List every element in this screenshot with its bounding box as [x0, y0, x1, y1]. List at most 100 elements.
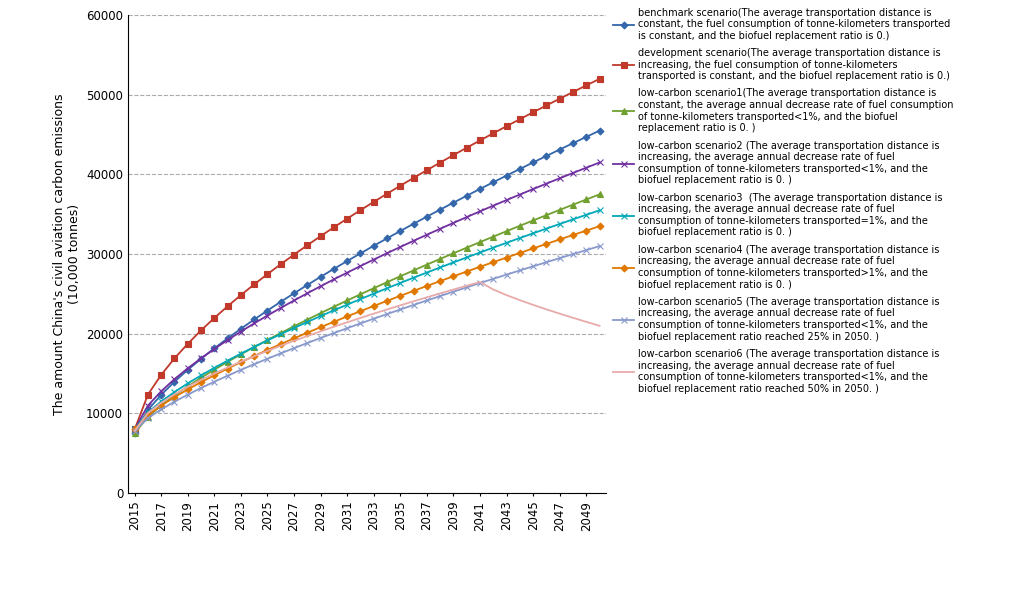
low-carbon scenario5 (The average transportation distance is
increasing, the average annual decrease rate of fuel
consumption of tonne-kilometers transported<1%, and the
biofuel replacement ratio reached 25% in 2050. ) [168, 398, 180, 405]
low-carbon scenario1(The average transportation distance is
constant, the average annual decrease rate of fuel consumption
of tonne-kilometers transported<1%, and the biofuel
replacement ratio is 0. ) [328, 303, 340, 310]
development scenario(The average transportation distance is
increasing, the fuel consumption of tonne-kilometers
transported is constant, and the biofuel replacement ratio is 0.) [434, 159, 446, 166]
low-carbon scenario1(The average transportation distance is
constant, the average annual decrease rate of fuel consumption
of tonne-kilometers transported<1%, and the biofuel
replacement ratio is 0. ) [234, 351, 247, 358]
low-carbon scenario6 (The average transportation distance is
increasing, the average annual decrease rate of fuel
consumption of tonne-kilometers transported<1%, and the
biofuel replacement ratio reached 50% in 2050. ) [221, 364, 233, 371]
low-carbon scenario3  (The average transportation distance is
increasing, the average annual decrease rate of fuel
consumption of tonne-kilometers transported=1%, and the
biofuel replacement ratio is 0. ) [461, 253, 473, 261]
development scenario(The average transportation distance is
increasing, the fuel consumption of tonne-kilometers
transported is constant, and the biofuel replacement ratio is 0.) [354, 206, 367, 214]
benchmark scenario(The average transportation distance is
constant, the fuel consumption of tonne-kilometers transported
is constant, and the biofuel replacement ratio is 0.) [354, 250, 367, 257]
low-carbon scenario2 (The average transportation distance is
increasing, the average annual decrease rate of fuel
consumption of tonne-kilometers transported<1%, and the
biofuel replacement ratio is 0. ) [208, 345, 220, 353]
low-carbon scenario3  (The average transportation distance is
increasing, the average annual decrease rate of fuel
consumption of tonne-kilometers transported=1%, and the
biofuel replacement ratio is 0. ) [248, 343, 260, 350]
low-carbon scenario5 (The average transportation distance is
increasing, the average annual decrease rate of fuel
consumption of tonne-kilometers transported<1%, and the
biofuel replacement ratio reached 25% in 2050. ) [434, 292, 446, 299]
low-carbon scenario2 (The average transportation distance is
increasing, the average annual decrease rate of fuel
consumption of tonne-kilometers transported<1%, and the
biofuel replacement ratio is 0. ) [128, 426, 140, 433]
benchmark scenario(The average transportation distance is
constant, the fuel consumption of tonne-kilometers transported
is constant, and the biofuel replacement ratio is 0.) [181, 366, 194, 373]
low-carbon scenario1(The average transportation distance is
constant, the average annual decrease rate of fuel consumption
of tonne-kilometers transported<1%, and the biofuel
replacement ratio is 0. ) [567, 201, 580, 208]
low-carbon scenario5 (The average transportation distance is
increasing, the average annual decrease rate of fuel
consumption of tonne-kilometers transported<1%, and the
biofuel replacement ratio reached 25% in 2050. ) [527, 263, 540, 270]
low-carbon scenario1(The average transportation distance is
constant, the average annual decrease rate of fuel consumption
of tonne-kilometers transported<1%, and the biofuel
replacement ratio is 0. ) [314, 310, 327, 317]
low-carbon scenario3  (The average transportation distance is
increasing, the average annual decrease rate of fuel
consumption of tonne-kilometers transported=1%, and the
biofuel replacement ratio is 0. ) [381, 284, 393, 292]
Line: low-carbon scenario5 (The average transportation distance is
increasing, the average annual decrease rate of fuel
consumption of tonne-kilometers transported<1%, and the
biofuel replacement ratio reached 25% in 2050. ): low-carbon scenario5 (The average transp… [132, 243, 602, 434]
low-carbon scenario3  (The average transportation distance is
increasing, the average annual decrease rate of fuel
consumption of tonne-kilometers transported=1%, and the
biofuel replacement ratio is 0. ) [208, 364, 220, 371]
low-carbon scenario1(The average transportation distance is
constant, the average annual decrease rate of fuel consumption
of tonne-kilometers transported<1%, and the biofuel
replacement ratio is 0. ) [301, 316, 313, 323]
low-carbon scenario3  (The average transportation distance is
increasing, the average annual decrease rate of fuel
consumption of tonne-kilometers transported=1%, and the
biofuel replacement ratio is 0. ) [314, 312, 327, 319]
low-carbon scenario3  (The average transportation distance is
increasing, the average annual decrease rate of fuel
consumption of tonne-kilometers transported=1%, and the
biofuel replacement ratio is 0. ) [168, 388, 180, 396]
low-carbon scenario5 (The average transportation distance is
increasing, the average annual decrease rate of fuel
consumption of tonne-kilometers transported<1%, and the
biofuel replacement ratio reached 25% in 2050. ) [368, 315, 380, 322]
low-carbon scenario3  (The average transportation distance is
increasing, the average annual decrease rate of fuel
consumption of tonne-kilometers transported=1%, and the
biofuel replacement ratio is 0. ) [128, 426, 140, 433]
benchmark scenario(The average transportation distance is
constant, the fuel consumption of tonne-kilometers transported
is constant, and the biofuel replacement ratio is 0.) [514, 165, 526, 172]
development scenario(The average transportation distance is
increasing, the fuel consumption of tonne-kilometers
transported is constant, and the biofuel replacement ratio is 0.) [581, 82, 593, 89]
low-carbon scenario2 (The average transportation distance is
increasing, the average annual decrease rate of fuel
consumption of tonne-kilometers transported<1%, and the
biofuel replacement ratio is 0. ) [527, 185, 540, 192]
low-carbon scenario1(The average transportation distance is
constant, the average annual decrease rate of fuel consumption
of tonne-kilometers transported<1%, and the biofuel
replacement ratio is 0. ) [421, 261, 433, 268]
low-carbon scenario5 (The average transportation distance is
increasing, the average annual decrease rate of fuel
consumption of tonne-kilometers transported<1%, and the
biofuel replacement ratio reached 25% in 2050. ) [155, 406, 167, 413]
benchmark scenario(The average transportation distance is
constant, the fuel consumption of tonne-kilometers transported
is constant, and the biofuel replacement ratio is 0.) [261, 307, 273, 314]
benchmark scenario(The average transportation distance is
constant, the fuel consumption of tonne-kilometers transported
is constant, and the biofuel replacement ratio is 0.) [328, 265, 340, 272]
low-carbon scenario1(The average transportation distance is
constant, the average annual decrease rate of fuel consumption
of tonne-kilometers transported<1%, and the biofuel
replacement ratio is 0. ) [208, 366, 220, 373]
benchmark scenario(The average transportation distance is
constant, the fuel consumption of tonne-kilometers transported
is constant, and the biofuel replacement ratio is 0.) [195, 355, 207, 362]
benchmark scenario(The average transportation distance is
constant, the fuel consumption of tonne-kilometers transported
is constant, and the biofuel replacement ratio is 0.) [221, 335, 233, 342]
low-carbon scenario3  (The average transportation distance is
increasing, the average annual decrease rate of fuel
consumption of tonne-kilometers transported=1%, and the
biofuel replacement ratio is 0. ) [434, 264, 446, 271]
low-carbon scenario4 (The average transportation distance is
increasing, the average annual decrease rate of fuel
consumption of tonne-kilometers transported>1%, and the
biofuel replacement ratio is 0. ) [354, 307, 367, 315]
development scenario(The average transportation distance is
increasing, the fuel consumption of tonne-kilometers
transported is constant, and the biofuel replacement ratio is 0.) [474, 137, 486, 144]
development scenario(The average transportation distance is
increasing, the fuel consumption of tonne-kilometers
transported is constant, and the biofuel replacement ratio is 0.) [168, 355, 180, 362]
low-carbon scenario4 (The average transportation distance is
increasing, the average annual decrease rate of fuel
consumption of tonne-kilometers transported>1%, and the
biofuel replacement ratio is 0. ) [181, 386, 194, 393]
low-carbon scenario4 (The average transportation distance is
increasing, the average annual decrease rate of fuel
consumption of tonne-kilometers transported>1%, and the
biofuel replacement ratio is 0. ) [381, 297, 393, 304]
low-carbon scenario3  (The average transportation distance is
increasing, the average annual decrease rate of fuel
consumption of tonne-kilometers transported=1%, and the
biofuel replacement ratio is 0. ) [487, 244, 500, 251]
development scenario(The average transportation distance is
increasing, the fuel consumption of tonne-kilometers
transported is constant, and the biofuel replacement ratio is 0.) [261, 270, 273, 278]
low-carbon scenario5 (The average transportation distance is
increasing, the average annual decrease rate of fuel
consumption of tonne-kilometers transported<1%, and the
biofuel replacement ratio reached 25% in 2050. ) [301, 339, 313, 347]
low-carbon scenario4 (The average transportation distance is
increasing, the average annual decrease rate of fuel
consumption of tonne-kilometers transported>1%, and the
biofuel replacement ratio is 0. ) [527, 245, 540, 252]
low-carbon scenario5 (The average transportation distance is
increasing, the average annual decrease rate of fuel
consumption of tonne-kilometers transported<1%, and the
biofuel replacement ratio reached 25% in 2050. ) [208, 378, 220, 385]
low-carbon scenario4 (The average transportation distance is
increasing, the average annual decrease rate of fuel
consumption of tonne-kilometers transported>1%, and the
biofuel replacement ratio is 0. ) [155, 402, 167, 409]
low-carbon scenario1(The average transportation distance is
constant, the average annual decrease rate of fuel consumption
of tonne-kilometers transported<1%, and the biofuel
replacement ratio is 0. ) [168, 392, 180, 399]
low-carbon scenario3  (The average transportation distance is
increasing, the average annual decrease rate of fuel
consumption of tonne-kilometers transported=1%, and the
biofuel replacement ratio is 0. ) [527, 230, 540, 237]
low-carbon scenario5 (The average transportation distance is
increasing, the average annual decrease rate of fuel
consumption of tonne-kilometers transported<1%, and the
biofuel replacement ratio reached 25% in 2050. ) [541, 258, 553, 266]
development scenario(The average transportation distance is
increasing, the fuel consumption of tonne-kilometers
transported is constant, and the biofuel replacement ratio is 0.) [541, 102, 553, 109]
low-carbon scenario1(The average transportation distance is
constant, the average annual decrease rate of fuel consumption
of tonne-kilometers transported<1%, and the biofuel
replacement ratio is 0. ) [181, 383, 194, 390]
low-carbon scenario2 (The average transportation distance is
increasing, the average annual decrease rate of fuel
consumption of tonne-kilometers transported<1%, and the
biofuel replacement ratio is 0. ) [461, 214, 473, 221]
low-carbon scenario4 (The average transportation distance is
increasing, the average annual decrease rate of fuel
consumption of tonne-kilometers transported>1%, and the
biofuel replacement ratio is 0. ) [567, 231, 580, 238]
low-carbon scenario1(The average transportation distance is
constant, the average annual decrease rate of fuel consumption
of tonne-kilometers transported<1%, and the biofuel
replacement ratio is 0. ) [274, 329, 287, 336]
low-carbon scenario2 (The average transportation distance is
increasing, the average annual decrease rate of fuel
consumption of tonne-kilometers transported<1%, and the
biofuel replacement ratio is 0. ) [368, 256, 380, 263]
low-carbon scenario5 (The average transportation distance is
increasing, the average annual decrease rate of fuel
consumption of tonne-kilometers transported<1%, and the
biofuel replacement ratio reached 25% in 2050. ) [328, 329, 340, 336]
development scenario(The average transportation distance is
increasing, the fuel consumption of tonne-kilometers
transported is constant, and the biofuel replacement ratio is 0.) [368, 198, 380, 206]
low-carbon scenario4 (The average transportation distance is
increasing, the average annual decrease rate of fuel
consumption of tonne-kilometers transported>1%, and the
biofuel replacement ratio is 0. ) [461, 268, 473, 275]
development scenario(The average transportation distance is
increasing, the fuel consumption of tonne-kilometers
transported is constant, and the biofuel replacement ratio is 0.) [141, 391, 154, 398]
Line: low-carbon scenario2 (The average transportation distance is
increasing, the average annual decrease rate of fuel
consumption of tonne-kilometers transported<1%, and the
biofuel replacement ratio is 0. ): low-carbon scenario2 (The average transp… [131, 159, 603, 433]
low-carbon scenario3  (The average transportation distance is
increasing, the average annual decrease rate of fuel
consumption of tonne-kilometers transported=1%, and the
biofuel replacement ratio is 0. ) [567, 216, 580, 223]
benchmark scenario(The average transportation distance is
constant, the fuel consumption of tonne-kilometers transported
is constant, and the biofuel replacement ratio is 0.) [155, 391, 167, 399]
low-carbon scenario4 (The average transportation distance is
increasing, the average annual decrease rate of fuel
consumption of tonne-kilometers transported>1%, and the
biofuel replacement ratio is 0. ) [474, 263, 486, 270]
low-carbon scenario4 (The average transportation distance is
increasing, the average annual decrease rate of fuel
consumption of tonne-kilometers transported>1%, and the
biofuel replacement ratio is 0. ) [328, 318, 340, 325]
low-carbon scenario6 (The average transportation distance is
increasing, the average annual decrease rate of fuel
consumption of tonne-kilometers transported<1%, and the
biofuel replacement ratio reached 50% in 2050. ) [541, 306, 553, 313]
low-carbon scenario1(The average transportation distance is
constant, the average annual decrease rate of fuel consumption
of tonne-kilometers transported<1%, and the biofuel
replacement ratio is 0. ) [261, 336, 273, 344]
low-carbon scenario1(The average transportation distance is
constant, the average annual decrease rate of fuel consumption
of tonne-kilometers transported<1%, and the biofuel
replacement ratio is 0. ) [288, 322, 300, 330]
low-carbon scenario3  (The average transportation distance is
increasing, the average annual decrease rate of fuel
consumption of tonne-kilometers transported=1%, and the
biofuel replacement ratio is 0. ) [368, 290, 380, 297]
low-carbon scenario5 (The average transportation distance is
increasing, the average annual decrease rate of fuel
consumption of tonne-kilometers transported<1%, and the
biofuel replacement ratio reached 25% in 2050. ) [514, 267, 526, 274]
low-carbon scenario3  (The average transportation distance is
increasing, the average annual decrease rate of fuel
consumption of tonne-kilometers transported=1%, and the
biofuel replacement ratio is 0. ) [447, 259, 460, 266]
low-carbon scenario5 (The average transportation distance is
increasing, the average annual decrease rate of fuel
consumption of tonne-kilometers transported<1%, and the
biofuel replacement ratio reached 25% in 2050. ) [461, 284, 473, 291]
low-carbon scenario4 (The average transportation distance is
increasing, the average annual decrease rate of fuel
consumption of tonne-kilometers transported>1%, and the
biofuel replacement ratio is 0. ) [514, 249, 526, 257]
low-carbon scenario1(The average transportation distance is
constant, the average annual decrease rate of fuel consumption
of tonne-kilometers transported<1%, and the biofuel
replacement ratio is 0. ) [447, 250, 460, 257]
low-carbon scenario4 (The average transportation distance is
increasing, the average annual decrease rate of fuel
consumption of tonne-kilometers transported>1%, and the
biofuel replacement ratio is 0. ) [261, 346, 273, 353]
low-carbon scenario4 (The average transportation distance is
increasing, the average annual decrease rate of fuel
consumption of tonne-kilometers transported>1%, and the
biofuel replacement ratio is 0. ) [314, 324, 327, 331]
low-carbon scenario1(The average transportation distance is
constant, the average annual decrease rate of fuel consumption
of tonne-kilometers transported<1%, and the biofuel
replacement ratio is 0. ) [541, 212, 553, 219]
low-carbon scenario4 (The average transportation distance is
increasing, the average annual decrease rate of fuel
consumption of tonne-kilometers transported>1%, and the
biofuel replacement ratio is 0. ) [368, 302, 380, 310]
low-carbon scenario1(The average transportation distance is
constant, the average annual decrease rate of fuel consumption
of tonne-kilometers transported<1%, and the biofuel
replacement ratio is 0. ) [461, 244, 473, 251]
low-carbon scenario6 (The average transportation distance is
increasing, the average annual decrease rate of fuel
consumption of tonne-kilometers transported<1%, and the
biofuel replacement ratio reached 50% in 2050. ) [288, 337, 300, 344]
low-carbon scenario2 (The average transportation distance is
increasing, the average annual decrease rate of fuel
consumption of tonne-kilometers transported<1%, and the
biofuel replacement ratio is 0. ) [581, 164, 593, 171]
low-carbon scenario4 (The average transportation distance is
increasing, the average annual decrease rate of fuel
consumption of tonne-kilometers transported>1%, and the
biofuel replacement ratio is 0. ) [421, 283, 433, 290]
Line: benchmark scenario(The average transportation distance is
constant, the fuel consumption of tonne-kilometers transported
is constant, and the biofuel replacement ratio is 0.): benchmark scenario(The average transport… [132, 128, 602, 436]
low-carbon scenario4 (The average transportation distance is
increasing, the average annual decrease rate of fuel
consumption of tonne-kilometers transported>1%, and the
biofuel replacement ratio is 0. ) [274, 341, 287, 348]
development scenario(The average transportation distance is
increasing, the fuel consumption of tonne-kilometers
transported is constant, and the biofuel replacement ratio is 0.) [421, 166, 433, 174]
low-carbon scenario6 (The average transportation distance is
increasing, the average annual decrease rate of fuel
consumption of tonne-kilometers transported<1%, and the
biofuel replacement ratio reached 50% in 2050. ) [421, 293, 433, 301]
low-carbon scenario6 (The average transportation distance is
increasing, the average annual decrease rate of fuel
consumption of tonne-kilometers transported<1%, and the
biofuel replacement ratio reached 50% in 2050. ) [594, 322, 606, 329]
low-carbon scenario4 (The average transportation distance is
increasing, the average annual decrease rate of fuel
consumption of tonne-kilometers transported>1%, and the
biofuel replacement ratio is 0. ) [128, 426, 140, 433]
development scenario(The average transportation distance is
increasing, the fuel consumption of tonne-kilometers
transported is constant, and the biofuel replacement ratio is 0.) [527, 109, 540, 116]
low-carbon scenario4 (The average transportation distance is
increasing, the average annual decrease rate of fuel
consumption of tonne-kilometers transported>1%, and the
biofuel replacement ratio is 0. ) [394, 292, 407, 299]
low-carbon scenario1(The average transportation distance is
constant, the average annual decrease rate of fuel consumption
of tonne-kilometers transported<1%, and the biofuel
replacement ratio is 0. ) [221, 358, 233, 365]
development scenario(The average transportation distance is
increasing, the fuel consumption of tonne-kilometers
transported is constant, and the biofuel replacement ratio is 0.) [181, 340, 194, 347]
development scenario(The average transportation distance is
increasing, the fuel consumption of tonne-kilometers
transported is constant, and the biofuel replacement ratio is 0.) [394, 182, 407, 189]
low-carbon scenario2 (The average transportation distance is
increasing, the average annual decrease rate of fuel
consumption of tonne-kilometers transported<1%, and the
biofuel replacement ratio is 0. ) [341, 269, 353, 276]
low-carbon scenario3  (The average transportation distance is
increasing, the average annual decrease rate of fuel
consumption of tonne-kilometers transported=1%, and the
biofuel replacement ratio is 0. ) [141, 409, 154, 416]
development scenario(The average transportation distance is
increasing, the fuel consumption of tonne-kilometers
transported is constant, and the biofuel replacement ratio is 0.) [301, 241, 313, 249]
low-carbon scenario2 (The average transportation distance is
increasing, the average annual decrease rate of fuel
consumption of tonne-kilometers transported<1%, and the
biofuel replacement ratio is 0. ) [501, 197, 513, 204]
low-carbon scenario3  (The average transportation distance is
increasing, the average annual decrease rate of fuel
consumption of tonne-kilometers transported=1%, and the
biofuel replacement ratio is 0. ) [195, 371, 207, 379]
low-carbon scenario1(The average transportation distance is
constant, the average annual decrease rate of fuel consumption
of tonne-kilometers transported<1%, and the biofuel
replacement ratio is 0. ) [514, 222, 526, 229]
Line: low-carbon scenario3  (The average transportation distance is
increasing, the average annual decrease rate of fuel
consumption of tonne-kilometers transported=1%, and the
biofuel replacement ratio is 0. ): low-carbon scenario3 (The average transp… [131, 207, 603, 433]
low-carbon scenario1(The average transportation distance is
constant, the average annual decrease rate of fuel consumption
of tonne-kilometers transported<1%, and the biofuel
replacement ratio is 0. ) [501, 227, 513, 235]
